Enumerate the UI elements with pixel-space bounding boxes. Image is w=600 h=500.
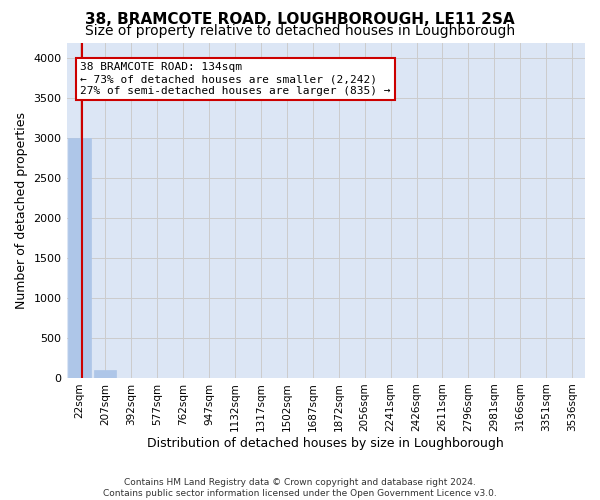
Bar bbox=[68, 138, 91, 378]
Text: 38 BRAMCOTE ROAD: 134sqm
← 73% of detached houses are smaller (2,242)
27% of sem: 38 BRAMCOTE ROAD: 134sqm ← 73% of detach… bbox=[80, 62, 391, 96]
Text: Contains HM Land Registry data © Crown copyright and database right 2024.
Contai: Contains HM Land Registry data © Crown c… bbox=[103, 478, 497, 498]
Bar bbox=[94, 370, 116, 378]
Y-axis label: Number of detached properties: Number of detached properties bbox=[15, 112, 28, 308]
X-axis label: Distribution of detached houses by size in Loughborough: Distribution of detached houses by size … bbox=[148, 437, 504, 450]
Text: Size of property relative to detached houses in Loughborough: Size of property relative to detached ho… bbox=[85, 24, 515, 38]
Text: 38, BRAMCOTE ROAD, LOUGHBOROUGH, LE11 2SA: 38, BRAMCOTE ROAD, LOUGHBOROUGH, LE11 2S… bbox=[85, 12, 515, 28]
